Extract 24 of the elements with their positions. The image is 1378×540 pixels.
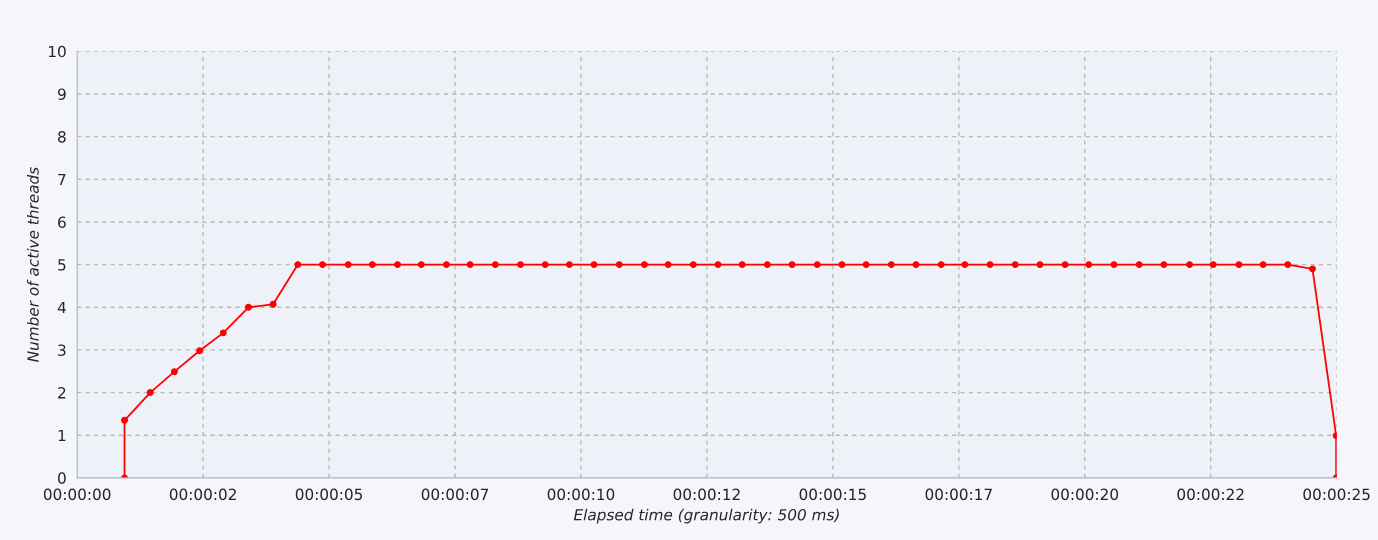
y-tick-label: 0 [58,472,66,484]
y-tick-label: 6 [58,216,66,228]
x-tick-label: 00:00:20 [1051,488,1119,501]
x-tick-label: 00:00:10 [547,488,615,501]
x-tick-label: 00:00:15 [799,488,866,501]
y-axis-title: Number of active threads [26,167,39,362]
x-tick-label: 00:00:02 [169,488,236,501]
y-tick-label: 10 [48,45,66,58]
x-axis-title: Elapsed time (granularity: 500 ms) [573,508,839,524]
x-tick-label: 00:00:12 [673,488,740,501]
y-tick-label: 2 [58,387,66,399]
y-tick-label: 5 [58,259,66,271]
y-tick-label: 7 [58,173,66,186]
y-tick-label: 3 [58,344,66,356]
y-tick-label: 4 [57,301,66,314]
y-tick-label: 8 [58,131,66,143]
x-tick-label: 00:00:17 [925,488,992,501]
x-tick-label: 00:00:07 [421,488,489,501]
x-tick-label: 00:00:22 [1177,488,1244,501]
x-tick-label: 00:00:25 [1303,488,1370,501]
x-tick-label: 00:00:05 [295,488,363,501]
y-tick-label: 9 [57,88,66,100]
y-tick-label: 1 [58,429,66,442]
x-tick-label: 00:00:00 [43,488,111,501]
